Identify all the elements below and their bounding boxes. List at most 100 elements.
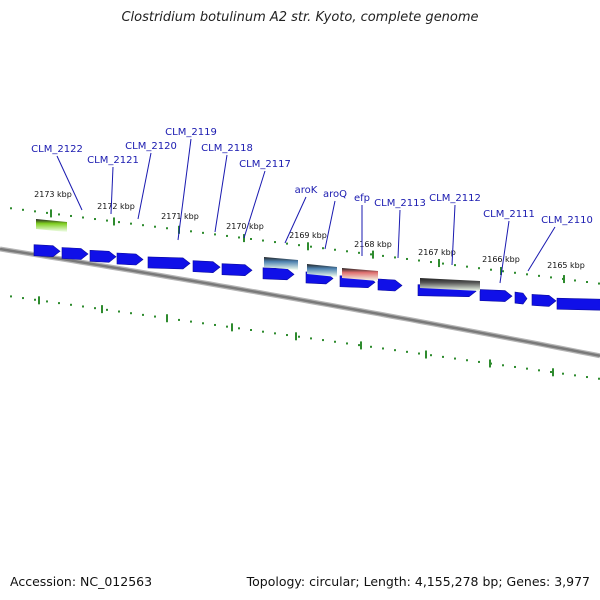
cds-arrow (147, 256, 191, 270)
upper-ring-minor-tick (490, 268, 492, 271)
feature-box-arok (264, 257, 298, 270)
upper-ring-minor-tick (442, 262, 444, 265)
lower-ring-minor-tick (94, 307, 96, 310)
upper-ring-minor-tick (466, 265, 468, 268)
cds-arrow (556, 297, 600, 311)
lower-ring-minor-tick (478, 360, 480, 363)
upper-ring-minor-tick (274, 241, 276, 244)
upper-ring-minor-tick (58, 213, 60, 216)
lower-ring-minor-tick (394, 349, 396, 352)
gene-label-clm_2121: CLM_2121 (87, 155, 139, 166)
lower-ring-minor-tick (106, 308, 108, 311)
upper-ring-major-tick (243, 234, 245, 243)
upper-ring-minor-tick (106, 219, 108, 222)
feature-box-efp (342, 268, 378, 281)
kbp-tick-label: 2172 kbp (97, 202, 135, 211)
lower-ring-minor-tick (130, 312, 132, 315)
lower-ring-minor-tick (202, 322, 204, 325)
feature-box-clm_2112 (420, 278, 480, 291)
cds-arrow (116, 252, 144, 266)
upper-ring-minor-tick (394, 256, 396, 259)
leader-line (137, 152, 152, 220)
lower-ring-minor-tick (178, 318, 180, 321)
leader-line (499, 220, 510, 284)
upper-ring-minor-tick (130, 222, 132, 225)
upper-ring-minor-tick (142, 224, 144, 227)
lower-ring-minor-tick (382, 347, 384, 350)
upper-ring-minor-tick (34, 210, 36, 213)
lower-ring-minor-tick (454, 357, 456, 360)
cds-arrow (262, 267, 295, 281)
lower-ring-minor-tick (574, 374, 576, 377)
kbp-tick-label: 2170 kbp (226, 222, 264, 231)
upper-ring-minor-tick (322, 247, 324, 250)
kbp-tick-label: 2165 kbp (547, 261, 585, 270)
lower-ring-minor-tick (10, 295, 12, 298)
gene-label-clm_2110: CLM_2110 (541, 215, 593, 226)
upper-ring-minor-tick (226, 234, 228, 237)
gene-label-clm_2113: CLM_2113 (374, 198, 426, 209)
upper-ring-major-tick (50, 209, 52, 218)
upper-ring-minor-tick (262, 239, 264, 242)
upper-ring-minor-tick (166, 227, 168, 230)
upper-ring-minor-tick (70, 214, 72, 217)
lower-ring-minor-tick (334, 340, 336, 343)
upper-ring-major-tick (438, 259, 440, 268)
lower-ring-major-tick (295, 332, 297, 341)
lower-ring-minor-tick (82, 305, 84, 308)
gene-label-clm_2119: CLM_2119 (165, 127, 217, 138)
lower-ring-minor-tick (274, 332, 276, 335)
lower-ring-minor-tick (598, 377, 600, 380)
upper-ring-minor-tick (370, 253, 372, 256)
leader-line (214, 154, 228, 233)
gene-label-arok: aroK (295, 185, 318, 196)
kbp-tick-label: 2167 kbp (418, 248, 456, 257)
upper-ring-minor-tick (82, 216, 84, 219)
lower-ring-minor-tick (46, 300, 48, 303)
leader-line (110, 166, 114, 215)
gene-label-clm_2111: CLM_2111 (483, 209, 535, 220)
upper-ring-minor-tick (550, 276, 552, 279)
lower-ring-minor-tick (370, 345, 372, 348)
upper-ring-minor-tick (118, 221, 120, 224)
lower-ring-minor-tick (358, 344, 360, 347)
upper-ring-minor-tick (358, 251, 360, 254)
upper-ring-minor-tick (238, 236, 240, 239)
lower-ring-minor-tick (298, 335, 300, 338)
upper-ring-minor-tick (514, 271, 516, 274)
kbp-tick-label: 2169 kbp (289, 231, 327, 240)
lower-ring-minor-tick (466, 359, 468, 362)
upper-ring-minor-tick (418, 259, 420, 262)
lower-ring-minor-tick (34, 298, 36, 301)
backbone-shadow (0, 246, 600, 359)
lower-ring-minor-tick (238, 327, 240, 330)
upper-ring-minor-tick (538, 274, 540, 277)
kbp-tick-label: 2171 kbp (161, 212, 199, 221)
gene-label-aroq: aroQ (323, 189, 347, 200)
lower-ring-minor-tick (586, 376, 588, 379)
gene-label-clm_2118: CLM_2118 (201, 143, 253, 154)
lower-ring-minor-tick (430, 354, 432, 357)
lower-ring-minor-tick (58, 302, 60, 305)
cds-arrow (61, 247, 89, 260)
map-title: Clostridium botulinum A2 str. Kyoto, com… (121, 10, 479, 25)
upper-ring-minor-tick (298, 244, 300, 247)
lower-ring-major-tick (360, 341, 362, 350)
kbp-tick-label: 2168 kbp (354, 240, 392, 249)
lower-ring-minor-tick (262, 330, 264, 333)
leader-line (284, 196, 307, 244)
cds-arrow (89, 249, 117, 263)
upper-ring-minor-tick (382, 254, 384, 257)
gene-label-clm_2112: CLM_2112 (429, 193, 481, 204)
upper-ring-minor-tick (334, 248, 336, 251)
lower-ring-major-tick (489, 359, 491, 368)
leader-line (397, 209, 401, 259)
gene-label-efp: efp (354, 193, 370, 204)
gene-label-clm_2117: CLM_2117 (239, 159, 291, 170)
upper-ring-minor-tick (310, 245, 312, 248)
leader-line (324, 200, 336, 250)
lower-ring-minor-tick (406, 350, 408, 353)
lower-ring-minor-tick (190, 320, 192, 323)
upper-ring-minor-tick (598, 282, 600, 285)
